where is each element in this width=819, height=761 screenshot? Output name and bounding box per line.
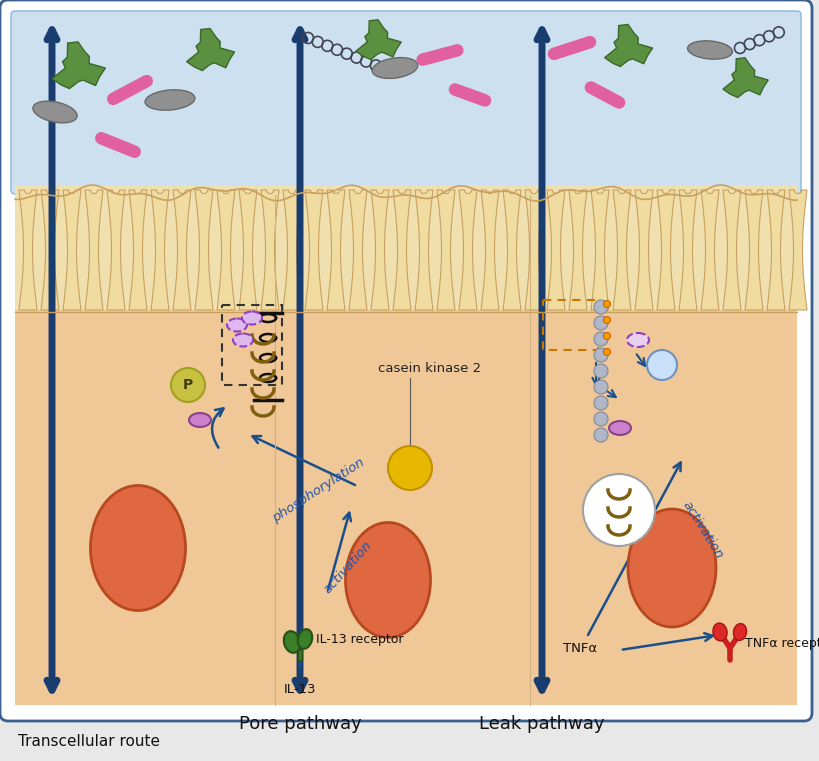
Polygon shape	[19, 190, 37, 310]
Ellipse shape	[283, 631, 300, 653]
Polygon shape	[437, 190, 455, 310]
Polygon shape	[195, 190, 213, 310]
Circle shape	[646, 350, 676, 380]
Polygon shape	[392, 190, 410, 310]
FancyBboxPatch shape	[15, 310, 796, 705]
Ellipse shape	[345, 523, 430, 638]
Polygon shape	[722, 58, 767, 97]
Text: P: P	[183, 378, 193, 392]
Polygon shape	[744, 190, 762, 310]
Circle shape	[593, 332, 607, 346]
Polygon shape	[85, 190, 103, 310]
Circle shape	[603, 301, 610, 307]
Polygon shape	[52, 42, 105, 88]
Ellipse shape	[233, 333, 253, 346]
Circle shape	[603, 349, 610, 355]
Polygon shape	[546, 190, 564, 310]
Text: Leak pathway: Leak pathway	[478, 715, 604, 733]
Text: IL-13: IL-13	[283, 683, 316, 696]
Ellipse shape	[712, 623, 726, 641]
Ellipse shape	[145, 90, 195, 110]
Polygon shape	[568, 190, 586, 310]
FancyBboxPatch shape	[15, 185, 796, 315]
Circle shape	[593, 316, 607, 330]
Polygon shape	[414, 190, 432, 310]
Text: phosphorylation: phosphorylation	[269, 455, 366, 524]
Polygon shape	[700, 190, 718, 310]
Polygon shape	[151, 190, 169, 310]
Polygon shape	[260, 190, 278, 310]
Text: IL-13 receptor: IL-13 receptor	[315, 633, 403, 647]
Polygon shape	[722, 190, 740, 310]
Ellipse shape	[90, 486, 185, 610]
Polygon shape	[129, 190, 147, 310]
Ellipse shape	[627, 333, 648, 347]
Polygon shape	[481, 190, 499, 310]
Polygon shape	[327, 190, 345, 310]
Polygon shape	[590, 190, 609, 310]
Polygon shape	[349, 190, 367, 310]
Polygon shape	[238, 190, 256, 310]
Polygon shape	[217, 190, 235, 310]
Ellipse shape	[188, 413, 210, 427]
Circle shape	[603, 333, 610, 339]
Polygon shape	[173, 190, 191, 310]
Circle shape	[593, 380, 607, 394]
Polygon shape	[524, 190, 542, 310]
Polygon shape	[305, 190, 323, 310]
Polygon shape	[604, 24, 652, 66]
Polygon shape	[283, 190, 301, 310]
Circle shape	[582, 474, 654, 546]
Bar	[222, 305, 282, 385]
Polygon shape	[502, 190, 520, 310]
Circle shape	[593, 428, 607, 442]
Text: casein kinase 2: casein kinase 2	[378, 361, 481, 374]
Text: TNFα receptor: TNFα receptor	[744, 638, 819, 651]
Text: activation: activation	[321, 538, 374, 596]
Polygon shape	[355, 20, 400, 59]
Polygon shape	[41, 190, 59, 310]
Text: Transcellular route: Transcellular route	[18, 734, 160, 750]
Circle shape	[593, 348, 607, 362]
Circle shape	[593, 396, 607, 410]
Bar	[542, 300, 597, 350]
Ellipse shape	[227, 319, 247, 332]
Circle shape	[593, 300, 607, 314]
Polygon shape	[613, 190, 631, 310]
Circle shape	[603, 317, 610, 323]
Circle shape	[171, 368, 205, 402]
Ellipse shape	[297, 629, 312, 649]
Ellipse shape	[732, 623, 745, 641]
Polygon shape	[459, 190, 477, 310]
Polygon shape	[678, 190, 696, 310]
Polygon shape	[106, 190, 124, 310]
Polygon shape	[187, 28, 234, 71]
Circle shape	[387, 446, 432, 490]
Polygon shape	[656, 190, 674, 310]
FancyBboxPatch shape	[11, 11, 800, 194]
Polygon shape	[634, 190, 652, 310]
Text: Pore pathway: Pore pathway	[238, 715, 361, 733]
Ellipse shape	[627, 509, 715, 627]
Text: activation: activation	[679, 498, 725, 562]
Ellipse shape	[372, 58, 418, 78]
Ellipse shape	[242, 311, 262, 324]
Ellipse shape	[33, 101, 77, 123]
Text: TNFα: TNFα	[563, 642, 596, 654]
Bar	[297, 650, 301, 660]
FancyBboxPatch shape	[0, 0, 811, 721]
Polygon shape	[63, 190, 81, 310]
Polygon shape	[766, 190, 784, 310]
Polygon shape	[370, 190, 388, 310]
Circle shape	[593, 364, 607, 378]
Ellipse shape	[609, 421, 631, 435]
Polygon shape	[788, 190, 806, 310]
Ellipse shape	[687, 41, 731, 59]
Circle shape	[593, 412, 607, 426]
